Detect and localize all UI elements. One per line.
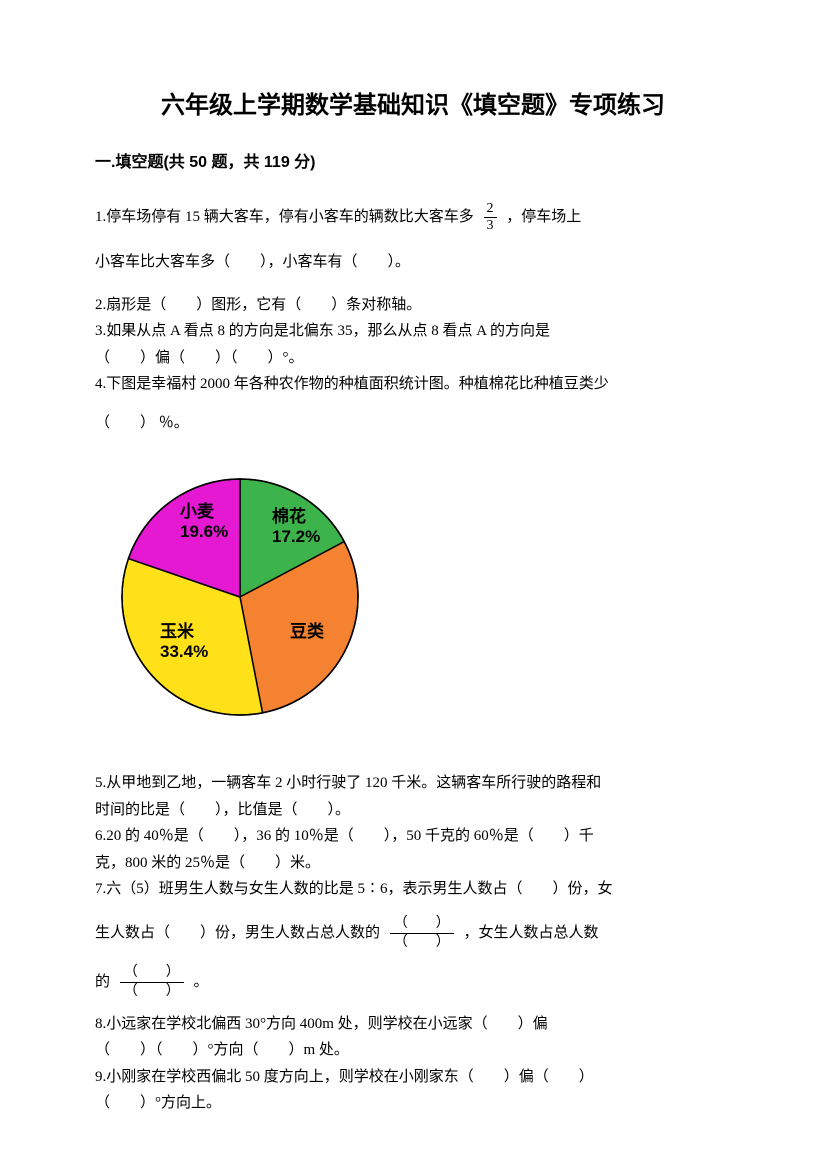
fraction-2-3: 2 3 (484, 202, 497, 233)
fraction-numerator: 2 (484, 202, 497, 218)
question-5-line1: 5.从甲地到乙地，一辆客车 2 小时行驶了 120 千米。这辆客车所行驶的路程和 (95, 772, 731, 795)
q1-text-a: 1.停车场停有 15 辆大客车，停有小客车的辆数比大客车多 (95, 209, 474, 225)
q7-line3-b: 。 (194, 973, 209, 989)
pf-num: （ ） (120, 966, 184, 983)
fraction-denominator: 3 (484, 218, 497, 233)
q4-line1: 4.下图是幸福村 2000 年各种农作物的种植面积统计图。种植棉花比种植豆类少 (95, 373, 731, 396)
question-6-line1: 6.20 的 40％是（ ），36 的 10％是（ ），50 千克的 60％是（… (95, 825, 731, 848)
pie-percent-玉米: 33.4% (160, 642, 208, 661)
question-8-line1: 8.小远家在学校北偏西 30°方向 400m 处，则学校在小远家（ ）偏 (95, 1013, 731, 1036)
question-2: 2.扇形是（ ）图形，它有（ ）条对称轴。 (95, 294, 731, 317)
q4-line2: （ ） ％。 (95, 412, 731, 435)
pie-percent-棉花: 17.2% (272, 527, 320, 546)
q7-line2-b: ，女生人数占总人数 (464, 924, 599, 940)
q1-text-b: ，停车场上 (506, 209, 581, 225)
blank-fraction-2: （ ） （ ） (120, 966, 184, 999)
question-5-line2: 时间的比是（ ），比值是（ ）。 (95, 799, 731, 822)
question-3-line1: 3.如果从点 A 看点 8 的方向是北偏东 35，那么从点 8 看点 A 的方向… (95, 320, 731, 343)
pie-label-小麦: 小麦 (180, 501, 215, 521)
crop-pie-chart: 棉花17.2% 豆类 玉米33.4% 小麦19.6% (100, 462, 390, 737)
question-7-line2: 生人数占（ ）份，男生人数占总人数的 （ ） （ ） ，女生人数占总人数 (95, 917, 731, 950)
question-9-line1: 9.小刚家在学校西偏北 50 度方向上，则学校在小刚家东（ ）偏（ ） (95, 1066, 731, 1089)
question-3-line2: （ ）偏（ ）（ ）°。 (95, 347, 731, 370)
question-4: 4.下图是幸福村 2000 年各种农作物的种植面积统计图。种植棉花比种植豆类少 … (95, 373, 731, 434)
blank-fraction-1: （ ） （ ） (390, 917, 454, 950)
question-7-line3: 的 （ ） （ ） 。 (95, 966, 731, 999)
question-7-line1: 7.六（5）班男生人数与女生人数的比是 5∶6，表示男生人数占（ ）份，女 (95, 878, 731, 901)
page-title: 六年级上学期数学基础知识《填空题》专项练习 (95, 85, 731, 120)
pf-den: （ ） (120, 983, 184, 999)
q1-line2: 小客车比大客车多（ ），小客车有（ ）。 (95, 251, 731, 274)
pie-label-棉花: 棉花 (272, 506, 306, 526)
question-6-line2: 克，800 米的 25％是（ ）米。 (95, 852, 731, 875)
pie-label-玉米: 玉米 (160, 621, 195, 641)
pf-num: （ ） (390, 917, 454, 934)
question-1: 1.停车场停有 15 辆大客车，停有小客车的辆数比大客车多 2 3 ，停车场上 … (95, 202, 731, 274)
q7-line3-a: 的 (95, 973, 110, 989)
pie-label-豆类: 豆类 (290, 621, 325, 641)
q7-line2-a: 生人数占（ ）份，男生人数占总人数的 (95, 924, 380, 940)
question-9-line2: （ ）°方向上。 (95, 1092, 731, 1115)
section-header: 一.填空题(共 50 题，共 119 分) (95, 148, 731, 172)
pf-den: （ ） (390, 934, 454, 950)
question-8-line2: （ ）（ ）°方向（ ）m 处。 (95, 1039, 731, 1062)
pie-chart-container: 棉花17.2% 豆类 玉米33.4% 小麦19.6% (100, 462, 731, 742)
pie-percent-小麦: 19.6% (180, 522, 228, 541)
